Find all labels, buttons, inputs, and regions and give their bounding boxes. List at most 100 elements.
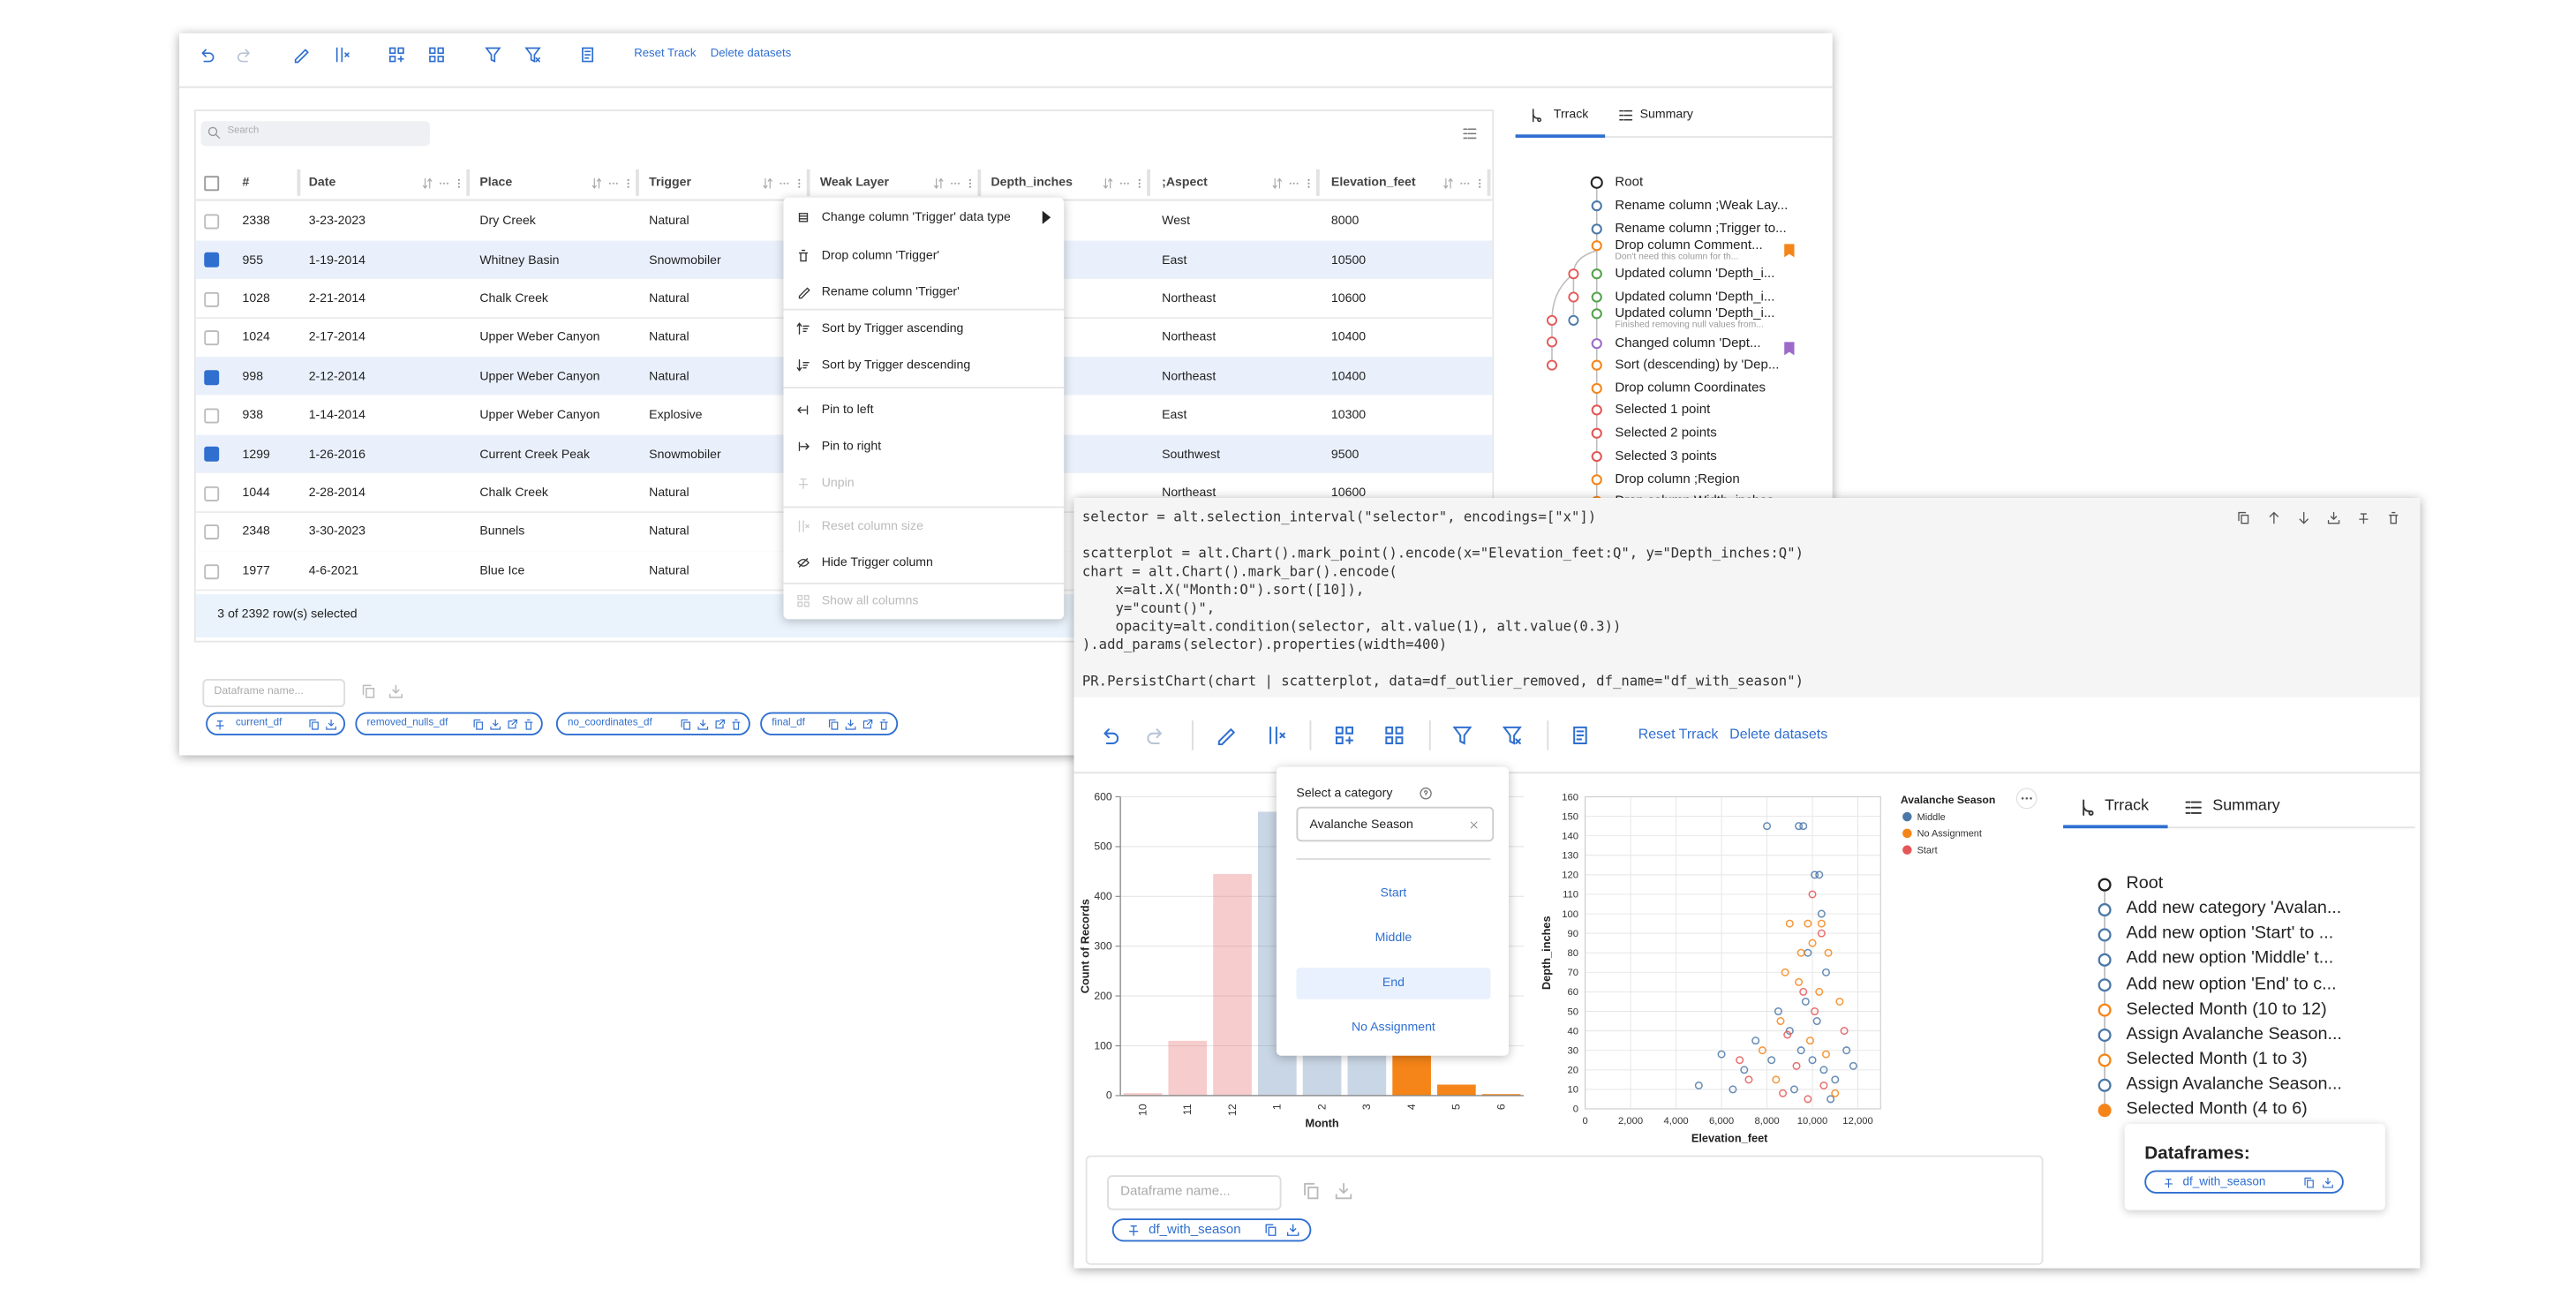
row-checkbox[interactable]	[204, 524, 220, 540]
column-header[interactable]: Place	[479, 174, 513, 190]
dataframe-chip[interactable]: current_df	[206, 712, 346, 735]
category-select[interactable]: Avalanche Season	[1296, 806, 1495, 842]
provenance-label[interactable]: Updated column 'Depth_i...	[1615, 305, 1775, 320]
provenance-label[interactable]: Selected Month (10 to 12)	[2126, 999, 2327, 1019]
column-header[interactable]: Elevation_feet	[1330, 174, 1416, 190]
scatter-point	[1799, 822, 1808, 831]
dataframe-chip[interactable]: final_df	[760, 712, 899, 735]
menu-item[interactable]: Hide Trigger column	[821, 554, 933, 570]
table-cell: Upper Weber Canyon	[479, 367, 600, 383]
provenance-node	[2098, 878, 2112, 892]
tab[interactable]: Trrack	[1553, 106, 1589, 122]
provenance-label[interactable]: Drop column Comment...	[1615, 237, 1763, 253]
scatter-point	[1811, 1006, 1819, 1016]
provenance-label[interactable]: Add new option 'Middle' t...	[2126, 948, 2334, 969]
icon-path	[862, 718, 872, 728]
provenance-label[interactable]: Selected 3 points	[1615, 448, 1717, 464]
provenance-label[interactable]: Root	[1615, 174, 1644, 189]
menu-item[interactable]: Change column 'Trigger' data type	[821, 209, 1011, 225]
row-checkbox[interactable]	[204, 408, 220, 424]
category-option[interactable]: Middle	[1296, 922, 1490, 954]
row-checkbox[interactable]	[204, 447, 220, 463]
row-checkbox[interactable]	[204, 214, 220, 230]
provenance-label[interactable]: Drop column Coordinates	[1615, 380, 1766, 396]
dataframe-chip[interactable]: df_with_season	[2144, 1170, 2344, 1194]
category-option[interactable]: Start	[1296, 878, 1490, 909]
dataframe-name-input[interactable]: Dataframe name...	[1107, 1175, 1282, 1210]
provenance-label[interactable]: Add new option 'Start' to ...	[2126, 923, 2334, 944]
row-checkbox[interactable]	[204, 486, 220, 501]
code[interactable]: selector = alt.selection_interval("selec…	[1081, 508, 1804, 689]
dataframe-chip[interactable]: removed_nulls_df	[355, 712, 543, 735]
provenance-label[interactable]: Updated column 'Depth_i...	[1615, 288, 1775, 304]
legend-swatch	[1902, 845, 1912, 855]
scatter-point	[1821, 968, 1830, 976]
y-tick-label: 140	[1562, 831, 1578, 841]
column-header[interactable]: Depth_inches	[990, 174, 1073, 190]
icon-list	[1462, 127, 1476, 139]
provenance-label[interactable]: Assign Avalanche Season...	[2126, 1023, 2342, 1044]
provenance-label[interactable]: Selected Month (4 to 6)	[2126, 1098, 2308, 1119]
icon-filterx	[1502, 726, 1522, 745]
provenance-label[interactable]: Root	[2126, 873, 2164, 893]
provenance-label[interactable]: Updated column 'Depth_i...	[1615, 265, 1775, 281]
menu-item[interactable]: Sort by Trigger descending	[821, 357, 971, 373]
provenance-label[interactable]: Drop column ;Region	[1615, 471, 1740, 486]
row-checkbox[interactable]	[204, 253, 220, 268]
row-checkbox[interactable]	[204, 330, 220, 346]
menu-item[interactable]: Sort by Trigger ascending	[821, 320, 964, 336]
dataframe-name-input[interactable]: Dataframe name...	[202, 679, 346, 707]
icon-copy	[308, 718, 318, 729]
reset-track-button[interactable]: Reset Track	[634, 49, 697, 61]
column-header[interactable]: #	[242, 174, 250, 190]
table-cell: East	[1162, 251, 1187, 267]
provenance-label[interactable]: Changed column 'Dept...	[1615, 335, 1761, 351]
table-cell: Northeast	[1162, 484, 1216, 500]
row-checkbox[interactable]	[204, 291, 220, 307]
provenance-label[interactable]: Add new option 'End' to c...	[2126, 973, 2337, 994]
menu-item[interactable]: Pin to right	[821, 438, 882, 454]
tab[interactable]: Trrack	[2105, 796, 2150, 815]
delete-datasets-button[interactable]: Delete datasets	[710, 49, 792, 61]
scatter-point	[1796, 1046, 1805, 1055]
reset-trrack-button[interactable]: Reset Trrack	[1638, 726, 1719, 743]
tab[interactable]: Summary	[1639, 106, 1693, 122]
provenance-label[interactable]: Rename column ;Weak Lay...	[1615, 197, 1789, 213]
menu-item[interactable]: Pin to left	[821, 402, 874, 418]
icon-copy	[828, 718, 838, 729]
dataframes-title: Dataframes:	[2144, 1143, 2250, 1164]
provenance-label[interactable]: Add new category 'Avalan...	[2126, 898, 2342, 919]
x-tick-label: 3	[1360, 1104, 1373, 1110]
provenance-label[interactable]: Selected Month (1 to 3)	[2126, 1049, 2308, 1069]
provenance-label[interactable]: Assign Avalanche Season...	[2126, 1074, 2342, 1094]
category-option[interactable]: End	[1296, 967, 1491, 999]
column-header[interactable]: Date	[308, 174, 336, 190]
icon-copy	[361, 683, 374, 697]
menu-item[interactable]: Rename column 'Trigger'	[821, 283, 960, 299]
scatter-point	[1767, 1056, 1776, 1065]
row-checkbox[interactable]	[204, 563, 220, 579]
row-checkbox[interactable]	[204, 369, 220, 385]
column-header[interactable]: Trigger	[649, 174, 691, 190]
tab[interactable]: Summary	[2212, 796, 2280, 815]
dataframe-chip[interactable]: no_coordinates_df	[555, 712, 750, 735]
dataframe-chip[interactable]: df_with_season	[1111, 1218, 1312, 1242]
provenance-label[interactable]: Rename column ;Trigger to...	[1615, 220, 1787, 236]
scatter-point	[1801, 997, 1810, 1006]
x-tick-label: 8,000	[1754, 1116, 1779, 1127]
category-option[interactable]: No Assignment	[1296, 1012, 1490, 1044]
icon-path	[796, 358, 810, 372]
scatter-point	[1805, 1036, 1814, 1045]
column-header[interactable]: ;Aspect	[1162, 174, 1208, 190]
select-all-checkbox[interactable]	[204, 176, 220, 192]
column-divider	[1487, 169, 1491, 196]
column-header[interactable]: Weak Layer	[819, 174, 889, 190]
menu-item[interactable]: Drop column 'Trigger'	[821, 247, 940, 263]
provenance-label[interactable]: Sort (descending) by 'Dep...	[1615, 356, 1780, 372]
delete-datasets-button[interactable]: Delete datasets	[1729, 726, 1828, 743]
provenance-label[interactable]: Selected 2 points	[1615, 424, 1717, 440]
scatter-point	[1795, 822, 1804, 831]
provenance-label[interactable]: Selected 1 point	[1615, 401, 1711, 417]
icon-addgrid	[1335, 726, 1354, 744]
